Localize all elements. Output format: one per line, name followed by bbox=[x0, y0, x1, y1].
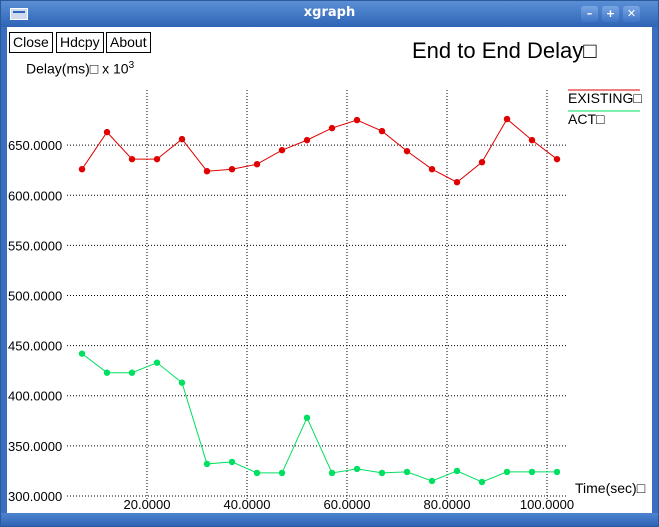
plot-area bbox=[7, 28, 652, 513]
y-axis-label-exponent: 3 bbox=[128, 60, 135, 71]
window-menu-icon[interactable] bbox=[10, 8, 28, 20]
chart-title: End to End Delay□ bbox=[412, 38, 597, 63]
close-window-icon[interactable]: ✕ bbox=[623, 6, 640, 22]
close-button[interactable]: Close bbox=[9, 32, 53, 53]
about-button[interactable]: About bbox=[106, 32, 151, 53]
window-border-right bbox=[652, 27, 658, 513]
minimize-icon[interactable]: – bbox=[581, 6, 598, 22]
title-bar[interactable]: xgraph – + ✕ bbox=[1, 1, 658, 27]
maximize-icon[interactable]: + bbox=[602, 6, 619, 22]
hdcpy-button[interactable]: Hdcpy bbox=[56, 32, 104, 53]
window-border-bottom bbox=[1, 513, 658, 526]
y-axis-label: Delay(ms)□ x 103 bbox=[26, 60, 134, 77]
window-title: xgraph bbox=[303, 5, 356, 20]
window-border-left bbox=[1, 27, 7, 513]
y-axis-label-text: Delay(ms)□ x 10 bbox=[26, 60, 129, 77]
